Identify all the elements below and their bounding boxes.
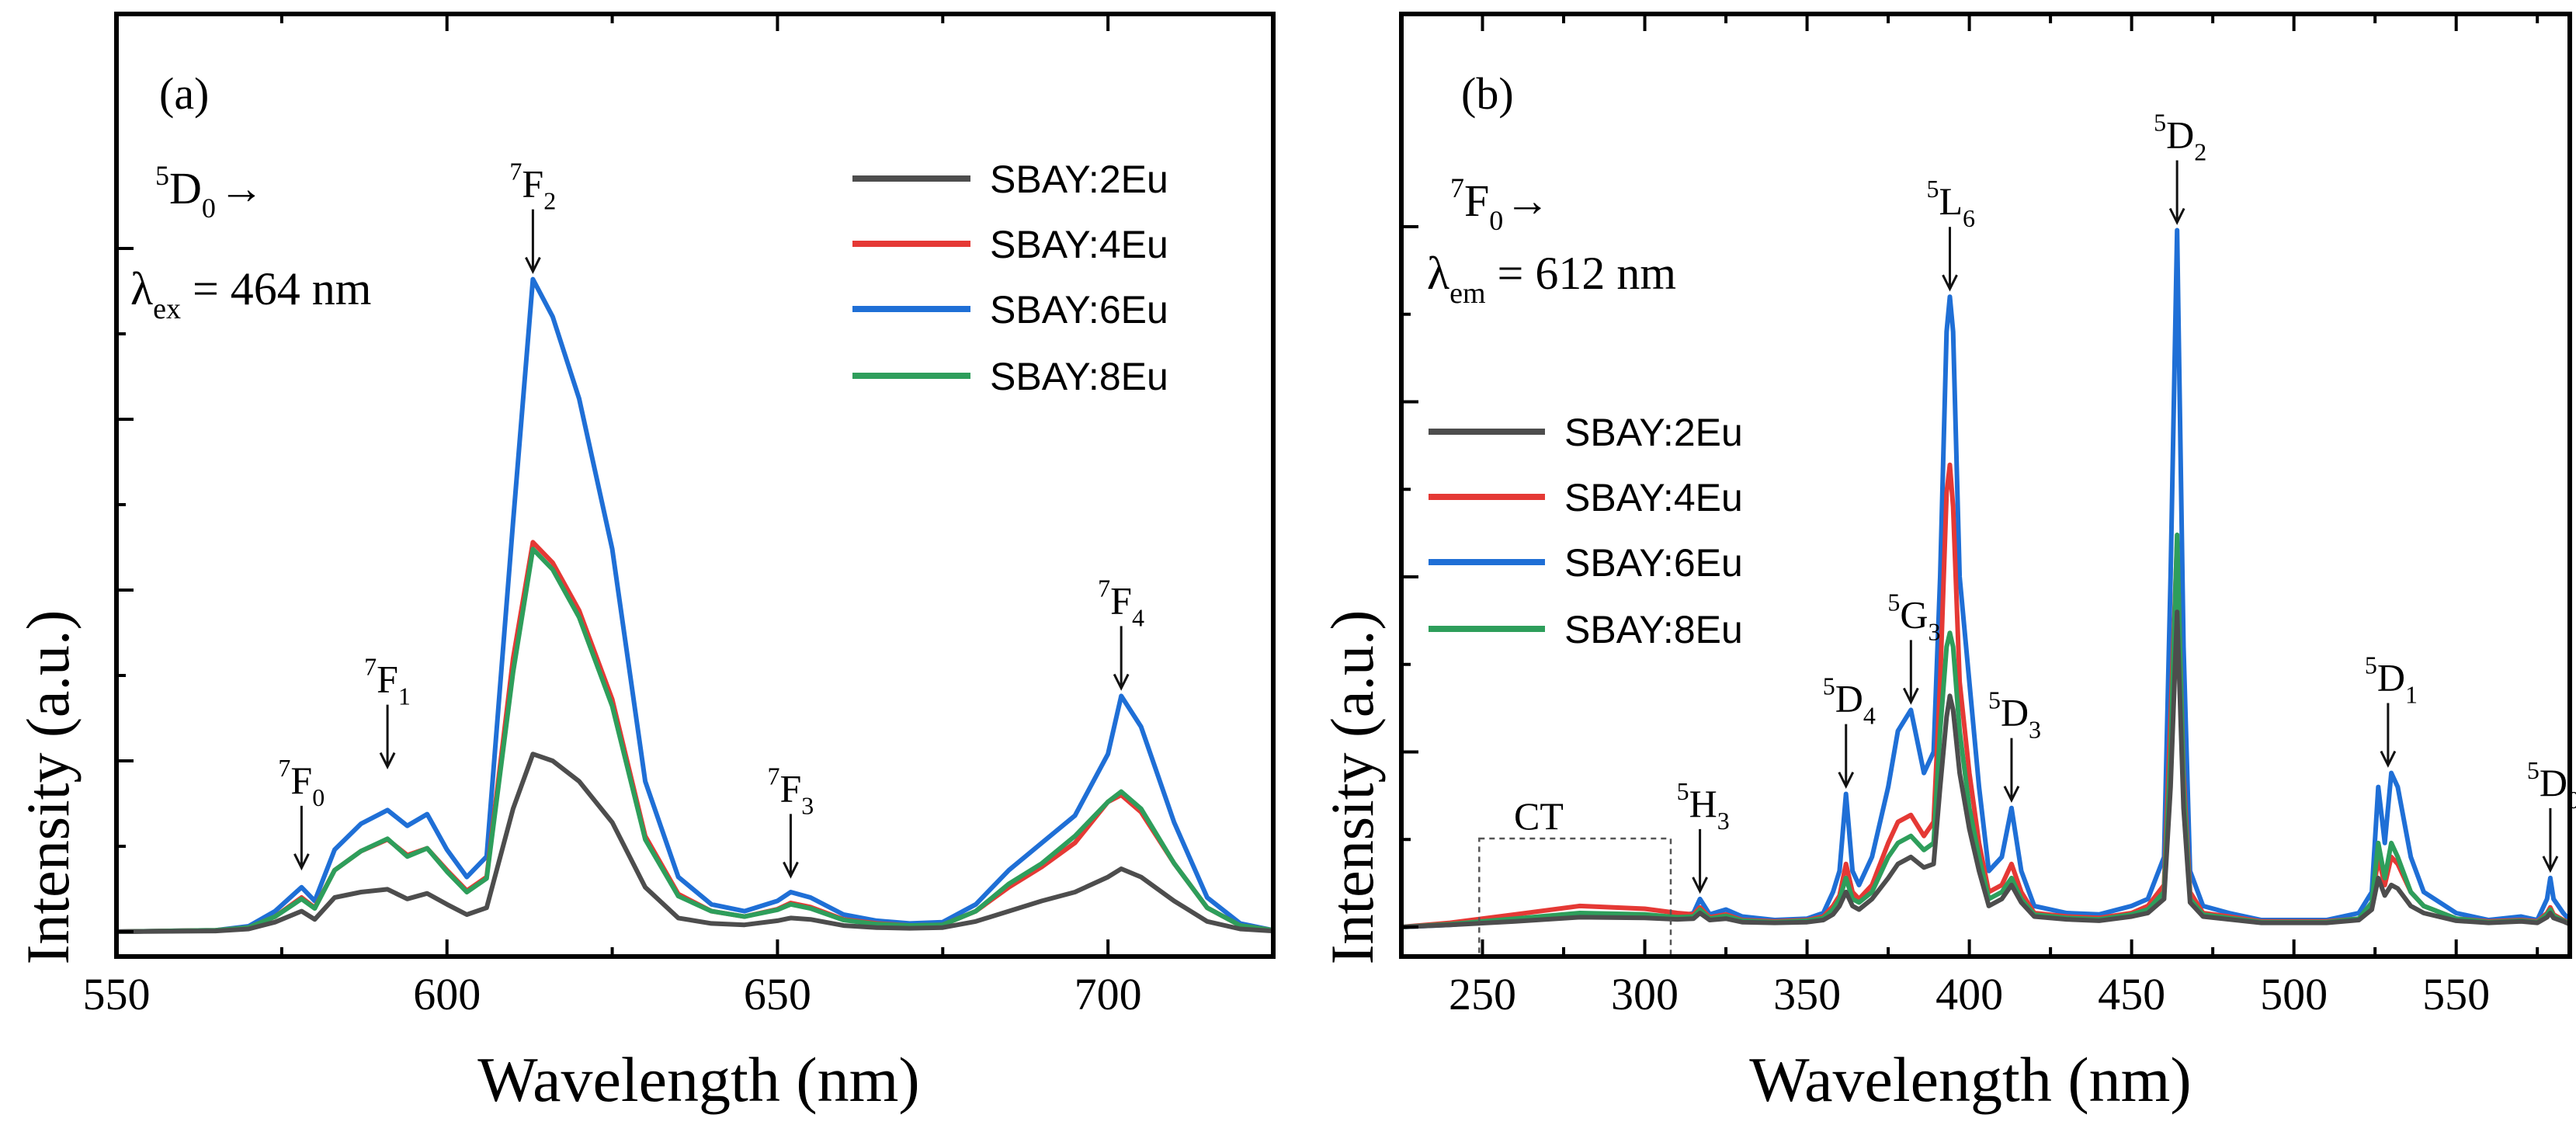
plot-frame-a [114,12,1276,959]
annotation-label: 7F0 [278,754,325,811]
annotation-arrow-head [525,256,541,274]
annotation-label: 5L6 [1927,175,1976,232]
lambda-label-a: λex = 464 nm [130,263,371,325]
panel-b: Intensity (a.u.) Wavelength (nm) (b) 7F0… [1318,68,2192,1115]
series-line-a-sbay8eu [116,547,1274,934]
legend-label-a-4eu: SBAY:4Eu [990,223,1168,266]
annotation-arrow-head [1692,877,1708,894]
legend-label-a-8eu: SBAY:8Eu [990,355,1168,398]
annotation-a-1: 7F1 [364,653,411,769]
annotation-arrow-head [1838,771,1855,789]
transition-label-b: 7F0→ [1450,172,1550,236]
annotation-a-3: 7F3 [767,762,814,879]
transition-arrow-a: → [219,163,264,214]
panel-a: Intensity (a.u.) Wavelength (nm) (a) 5D0… [14,68,1168,1115]
x-tick-label: 550 [83,969,151,1019]
annotation-label: 5H3 [1677,777,1730,835]
series-line-a-sbay2eu [116,752,1274,934]
legend-label-a-6eu: SBAY:6Eu [990,288,1168,332]
annotation-b-2: 5G3 [1887,588,1940,705]
annotation-b-6: 5D1 [2365,651,2418,768]
legend-label-b-4eu: SBAY:4Eu [1564,476,1743,519]
xlabel-b: Wavelength (nm) [1749,1044,2191,1115]
lambda-text-b: = 612 nm [1486,248,1677,299]
annotation-label: 7F3 [767,762,814,819]
annotation-label: 5G3 [1887,588,1940,645]
annotation-arrow-head [1903,687,1919,705]
legend-b: SBAY:2Eu SBAY:4Eu SBAY:6Eu SBAY:8Eu [1429,411,1743,651]
x-tick-label: 450 [2098,969,2165,1019]
x-tick-label: 400 [1935,969,2003,1019]
legend-label-b-6eu: SBAY:6Eu [1564,541,1743,585]
legend-label-b-2eu: SBAY:2Eu [1564,411,1743,454]
annotation-arrow-head [2542,856,2559,873]
annotation-a-2: 7F2 [509,158,556,274]
transition-main-b: F [1464,175,1489,226]
x-tick-label: 550 [2422,969,2490,1019]
transition-sub-b: 0 [1489,205,1503,236]
lambda-text-a: = 464 nm [181,263,372,314]
transition-sub-a: 0 [202,193,216,224]
annotation-b-3: 5L6 [1927,175,1976,292]
series-line-a-sbay6eu [116,276,1274,934]
ct-label: CT [1514,794,1564,838]
lambda-sub-b: em [1449,277,1485,310]
lambda-sub-a: ex [153,293,181,325]
annotation-label: 7F2 [509,158,556,215]
annotation-arrow-head [293,853,310,871]
annotation-arrow-head [2380,750,2397,768]
annotation-arrow-head [1113,673,1130,691]
lambda-label-b: λem = 612 nm [1427,248,1676,310]
annotation-arrow-head [1942,274,1958,292]
x-tick-label: 700 [1074,969,1142,1019]
annotation-label: 5D2 [2154,109,2206,166]
annotation-arrow-head [2003,785,2020,804]
legend-a: SBAY:2Eu SBAY:4Eu SBAY:6Eu SBAY:8Eu [852,158,1168,398]
ylabel-a: Intensity (a.u.) [14,609,82,964]
annotation-b-1: 5D4 [1823,672,1876,789]
annotation-arrow-head [783,861,799,879]
annotation-arrow-head [2168,207,2185,225]
plot-frame-b [1399,12,2572,959]
transition-label-a: 5D0→ [155,160,264,224]
annotation-label: 5D1 [2365,651,2418,709]
x-tick-label: 350 [1773,969,1841,1019]
x-tick-label: 600 [413,969,481,1019]
lambda-symbol-a: λ [130,263,153,314]
annotation-b-0: 5H3 [1677,777,1730,894]
annotation-label: 5D4 [1823,672,1876,730]
xlabel-a: Wavelength (nm) [477,1044,919,1115]
annotation-label: 7F1 [364,653,411,710]
annotation-a-0: 7F0 [278,754,325,871]
lambda-symbol-b: λ [1427,248,1449,299]
annotation-a-4: 7F4 [1098,574,1144,691]
transition-main-a: D [169,163,202,214]
ylabel-b: Intensity (a.u.) [1318,609,1386,964]
plot-a: 7F0 7F1 7F2 7F3 7F4 550 600 650 700 [83,12,1276,1019]
x-tick-label: 500 [2260,969,2328,1019]
annotation-label: 5D3 [1988,686,2041,744]
transition-arrow-b: → [1505,175,1550,226]
legend-label-a-2eu: SBAY:2Eu [990,158,1168,201]
annotation-b-4: 5D3 [1988,686,2041,804]
x-tick-label: 300 [1611,969,1679,1019]
panel-label-a: (a) [159,68,209,119]
annotation-b-5: 5D2 [2154,109,2206,225]
transition-sup-a: 5 [155,160,169,191]
legend-label-b-8eu: SBAY:8Eu [1564,608,1743,651]
annotation-label: 7F4 [1098,574,1144,631]
x-tick-label: 250 [1449,969,1516,1019]
transition-sup-b: 7 [1450,172,1464,203]
x-tick-label: 650 [744,969,811,1019]
panel-label-b: (b) [1461,68,1514,119]
series-line-b-sbay2eu [1401,609,2571,929]
annotation-arrow-head [379,752,396,769]
